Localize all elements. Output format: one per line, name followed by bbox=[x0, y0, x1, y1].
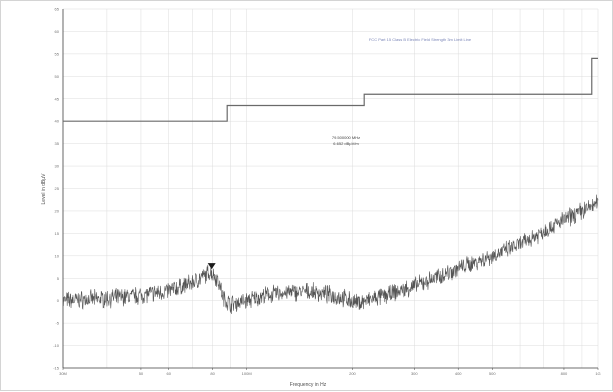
x-tick-labels: 30M 50 60 80 100M 200 300 400 500 800 1G bbox=[59, 368, 601, 376]
y-tick-label: 25 bbox=[55, 186, 60, 191]
x-tick-label: 80 bbox=[210, 371, 215, 376]
y-tick-label: 45 bbox=[55, 96, 60, 101]
y-tick-label: 10 bbox=[55, 253, 60, 258]
y-tick-label: 20 bbox=[55, 208, 60, 213]
measurement-trace bbox=[62, 194, 599, 315]
y-tick-label: -5 bbox=[55, 321, 59, 326]
x-tick-label: 200 bbox=[349, 371, 356, 376]
marker-level: 6.652 dBµV/m bbox=[333, 141, 359, 146]
x-tick-label: 500 bbox=[489, 371, 496, 376]
limit-line-series bbox=[63, 57, 598, 122]
y-tick-label: 40 bbox=[55, 119, 60, 124]
x-tick-label: 400 bbox=[455, 371, 462, 376]
y-tick-label: 55 bbox=[55, 51, 60, 56]
y-tick-label: 50 bbox=[55, 74, 60, 79]
x-axis-title: Frequency in Hz bbox=[290, 382, 327, 388]
y-tick-label: -10 bbox=[53, 343, 60, 348]
y-tick-label: 0 bbox=[57, 298, 60, 303]
x-tick-label: 50 bbox=[139, 371, 144, 376]
x-tick-label: 800 bbox=[561, 371, 568, 376]
series bbox=[62, 57, 599, 315]
y-tick-label: 65 bbox=[55, 7, 60, 12]
y-tick-label: 60 bbox=[55, 29, 60, 34]
x-tick-label: 60 bbox=[167, 371, 172, 376]
y-tick-label: 35 bbox=[55, 141, 60, 146]
grid bbox=[62, 8, 599, 369]
y-tick-label: 5 bbox=[57, 276, 60, 281]
x-tick-label: 100M bbox=[242, 371, 252, 376]
marker-frequency: 79.500000 MHz bbox=[332, 135, 360, 140]
legend-limit-line: FCC Part 15 Class B Electric Field Stren… bbox=[369, 37, 472, 42]
x-tick-label: 1G bbox=[595, 371, 600, 376]
y-tick-labels: -15 -10 -5 0 5 10 15 20 25 30 35 40 45 50 55 60 65 bbox=[53, 7, 60, 371]
axes bbox=[62, 9, 598, 369]
y-tick-label: -15 bbox=[53, 366, 60, 371]
x-tick-label: 30M bbox=[59, 371, 67, 376]
peak-marker-icon bbox=[207, 263, 216, 270]
y-tick-label: 30 bbox=[55, 164, 60, 169]
y-tick-label: 15 bbox=[55, 231, 60, 236]
marker bbox=[207, 263, 216, 270]
x-tick-label: 300 bbox=[411, 371, 418, 376]
y-axis-title: Level in dBµV bbox=[41, 173, 47, 205]
